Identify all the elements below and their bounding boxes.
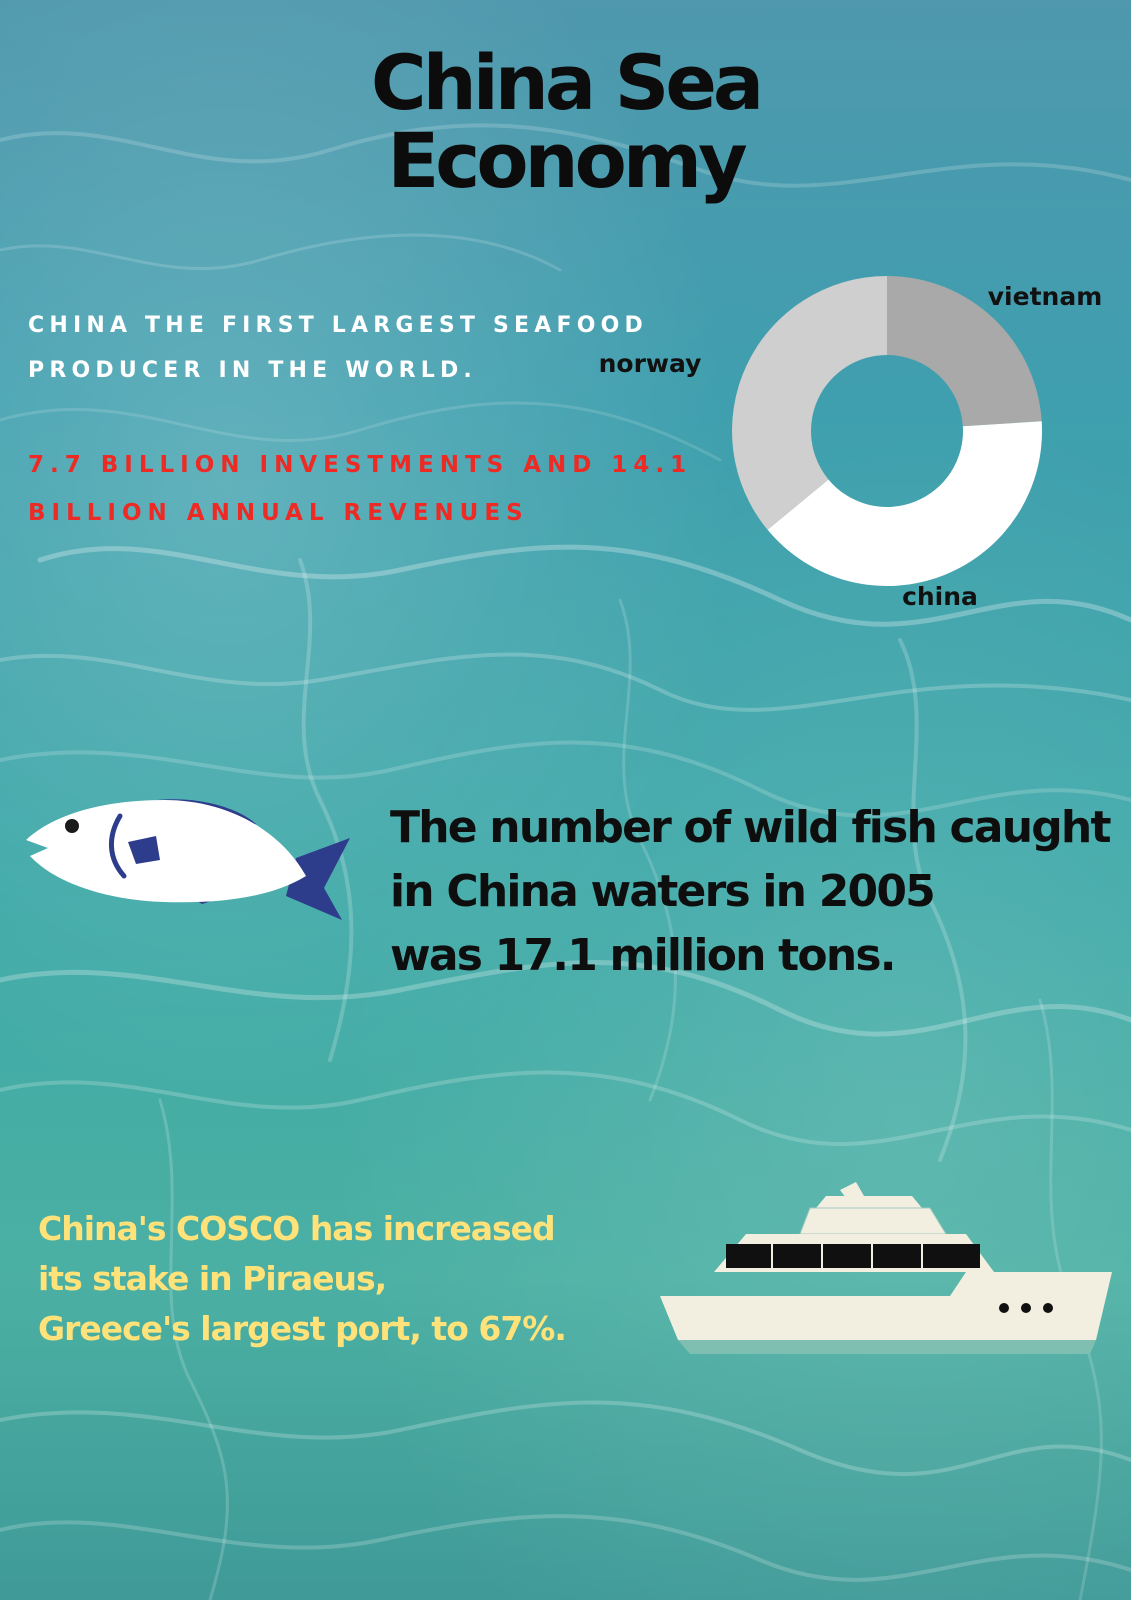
fish-pectoral-fin — [128, 836, 160, 864]
donut-label-norway: norway — [599, 349, 702, 378]
page-title: China Sea Economy — [0, 44, 1131, 200]
ship-top-deck — [816, 1196, 922, 1208]
seafood-producer-headline: China the first largest seafood producer… — [28, 313, 648, 383]
fish-gill — [108, 813, 127, 879]
investment-revenue-headline: 7.7 BILLION INVESTMENTS AND 14.1 BILLION… — [28, 452, 693, 526]
donut-slice-norway — [732, 276, 887, 530]
ship-porthole — [1021, 1303, 1031, 1313]
title-line-1: China Sea — [370, 38, 764, 127]
ship-main-windows — [726, 1244, 980, 1268]
ship-porthole — [999, 1303, 1009, 1313]
donut-slice-china — [767, 421, 1042, 586]
donut-label-china: china — [902, 582, 978, 611]
fish-body — [26, 800, 306, 903]
ship-funnel — [840, 1182, 864, 1198]
fish-eye — [65, 819, 79, 833]
ship-hull — [660, 1272, 1112, 1340]
ship-illustration — [660, 1182, 1112, 1354]
ship-upper-deck — [799, 1207, 947, 1235]
seafood-donut-chart: vietnam china norway — [599, 276, 1103, 611]
donut-slice-vietnam — [887, 276, 1042, 427]
cosco-piraeus-fact: China's COSCO has increased its stake in… — [38, 1209, 567, 1348]
ship-porthole — [1043, 1303, 1053, 1313]
wild-fish-catch-fact: The number of wild fish caught in China … — [390, 802, 1111, 981]
donut-label-vietnam: vietnam — [988, 282, 1103, 311]
fish-illustration — [26, 799, 350, 920]
fish-tail-fin — [286, 838, 350, 920]
ship-waterline — [678, 1340, 1096, 1354]
title-line-2: Economy — [387, 116, 747, 205]
